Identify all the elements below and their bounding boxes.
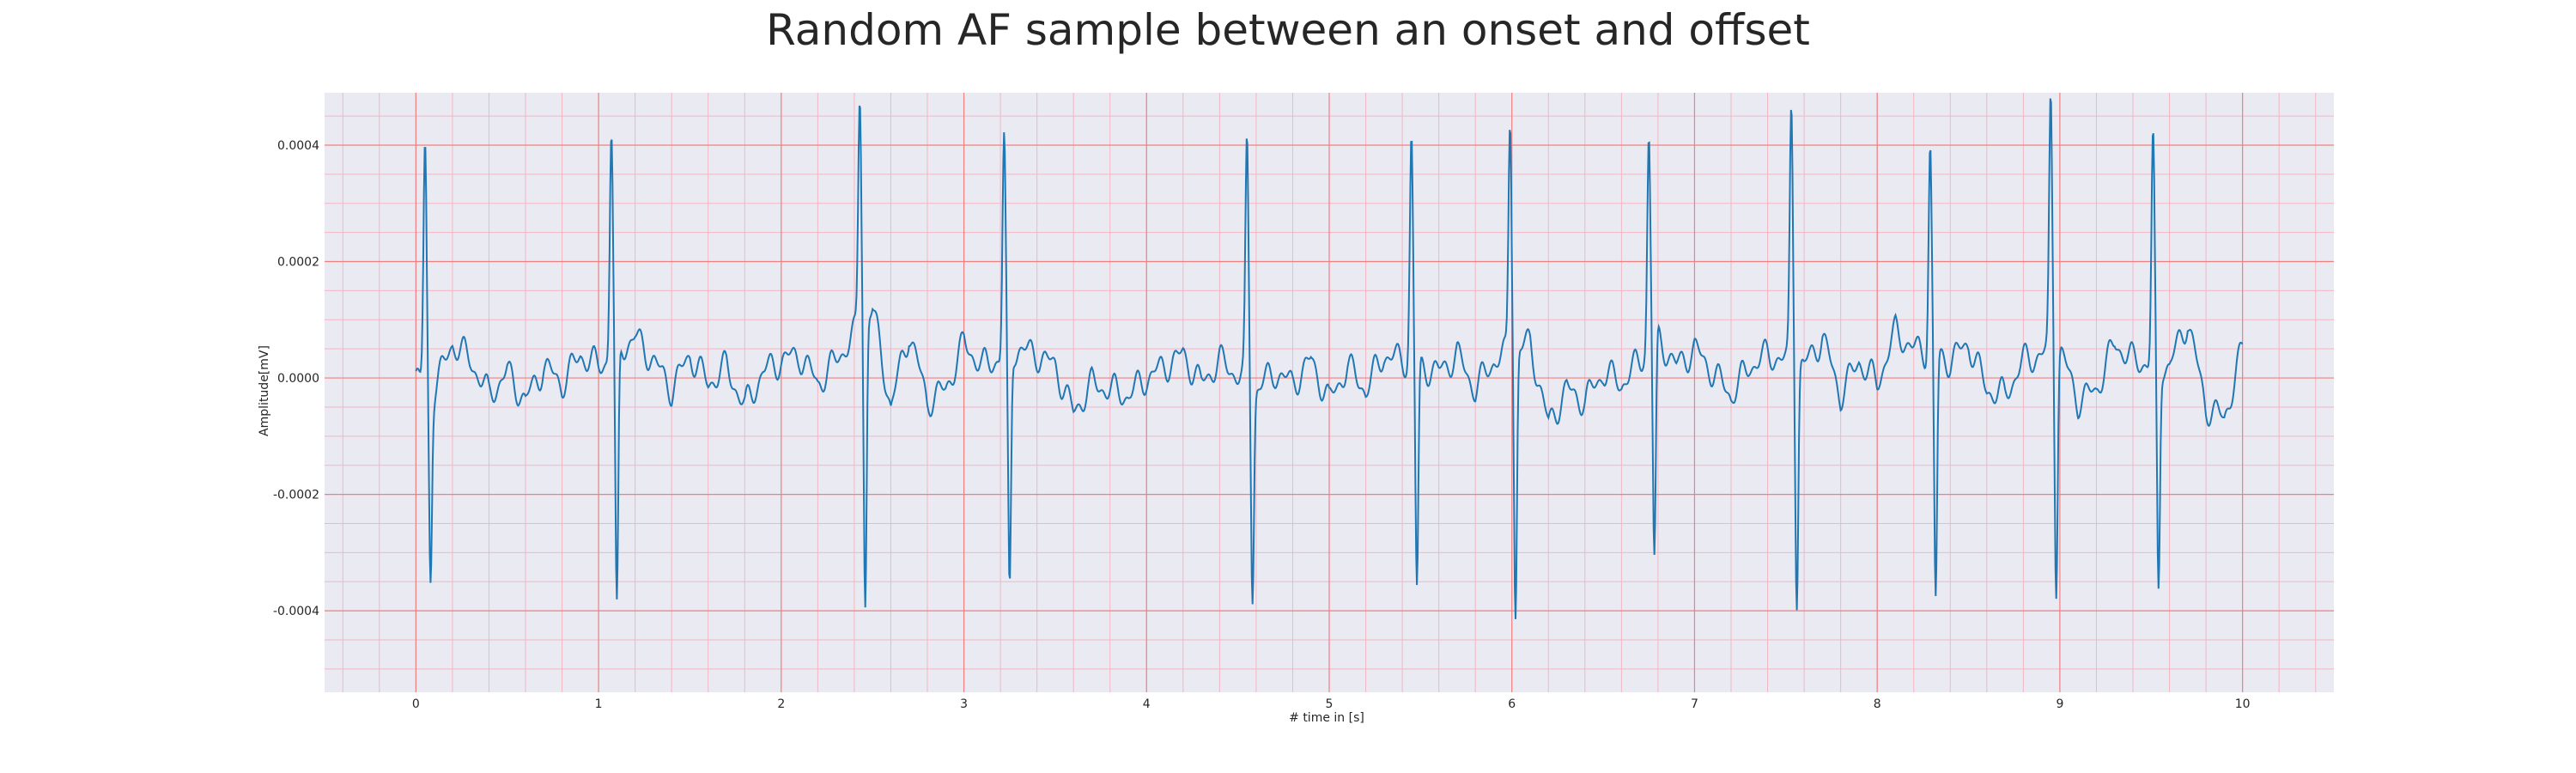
y-tick-label: -0.0004 [273,605,319,618]
y-tick-label: 0.0002 [277,256,319,270]
chart-title: Random AF sample between an onset and of… [766,5,1810,55]
x-tick-label: 0 [412,697,420,711]
x-tick-label: 6 [1508,697,1516,711]
x-tick-label: 4 [1143,697,1151,711]
x-axis-ticks: 0 1 2 3 4 5 6 7 8 9 10 [412,697,2251,711]
x-tick-label: 2 [777,697,785,711]
y-tick-label: 0.0004 [277,139,319,153]
x-tick-label: 7 [1691,697,1698,711]
x-tick-label: 9 [2056,697,2063,711]
y-axis-ticks: 0.0004 0.0002 0.0000 -0.0002 -0.0004 [273,139,319,618]
y-tick-label: -0.0002 [273,489,319,502]
y-tick-label: 0.0000 [277,372,319,386]
x-tick-label: 3 [960,697,968,711]
x-tick-label: 5 [1326,697,1334,711]
x-axis-label: # time in [s] [1289,711,1364,725]
ecg-signal-line [415,98,2244,619]
x-tick-label: 1 [595,697,603,711]
x-tick-label: 8 [1874,697,1881,711]
y-axis-label: Amplitude[mV] [258,345,271,436]
x-tick-label: 10 [2235,697,2251,711]
